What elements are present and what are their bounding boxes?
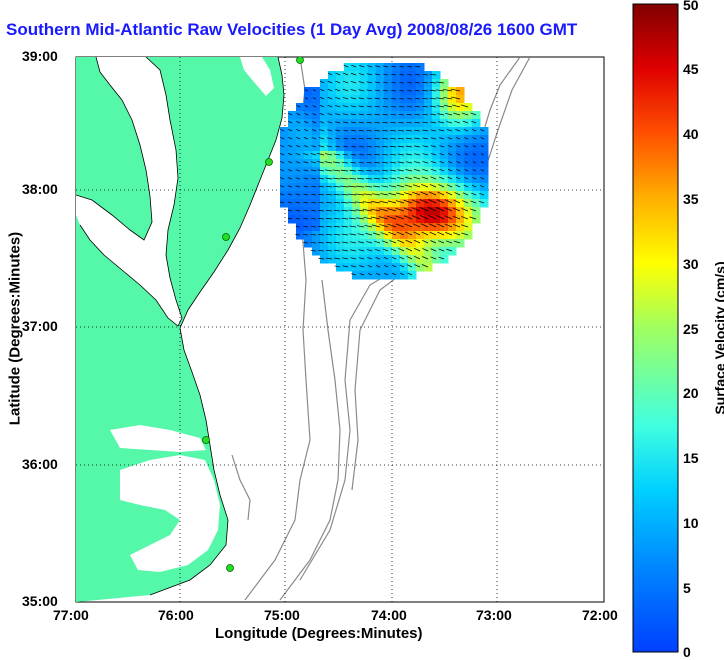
- colorbar-tick: 5: [683, 580, 691, 596]
- coastline: [149, 57, 285, 596]
- bay-outline: [76, 57, 183, 327]
- colorbar-tick: 10: [683, 515, 699, 531]
- colorbar-tick: 45: [683, 61, 699, 77]
- colorbar-tick: 15: [683, 450, 699, 466]
- colorbar-tick: 0: [683, 644, 691, 660]
- y-tick: 35:00: [22, 593, 58, 609]
- x-tick: 76:00: [158, 607, 194, 623]
- velocity-arrows: [279, 64, 485, 276]
- y-tick: 36:00: [22, 456, 58, 472]
- velocity-field: [280, 63, 489, 280]
- x-axis-label: Longitude (Degrees:Minutes): [215, 625, 423, 642]
- y-axis-label: Latitude (Degrees:Minutes): [6, 231, 24, 426]
- x-tick: 73:00: [476, 607, 512, 623]
- albemarle-sound: [110, 425, 206, 452]
- colorbar-tick: 30: [683, 256, 699, 272]
- pamlico-sound: [120, 455, 220, 572]
- colorbar-tick: 40: [683, 126, 699, 142]
- y-tick: 38:00: [22, 181, 58, 197]
- colorbar-tick: 50: [683, 0, 699, 13]
- x-tick: 72:00: [582, 607, 618, 623]
- colorbar-tick: 20: [683, 385, 699, 401]
- delaware-bay: [240, 57, 274, 96]
- x-tick: 77:00: [53, 607, 89, 623]
- colorbar-tick: 35: [683, 191, 699, 207]
- x-tick: 74:00: [371, 607, 407, 623]
- x-tick: 75:00: [264, 607, 300, 623]
- colorbar: [632, 3, 679, 653]
- radar-sites: [202, 57, 304, 572]
- chart-title: Southern Mid-Atlantic Raw Velocities (1 …: [6, 20, 578, 39]
- colorbar-tick: 25: [683, 321, 699, 337]
- chesapeake-bay: [76, 57, 182, 326]
- colorbar-label: Surface Velocity (cm/s): [712, 261, 724, 415]
- y-tick: 37:00: [22, 318, 58, 334]
- y-tick: 39:00: [22, 48, 58, 64]
